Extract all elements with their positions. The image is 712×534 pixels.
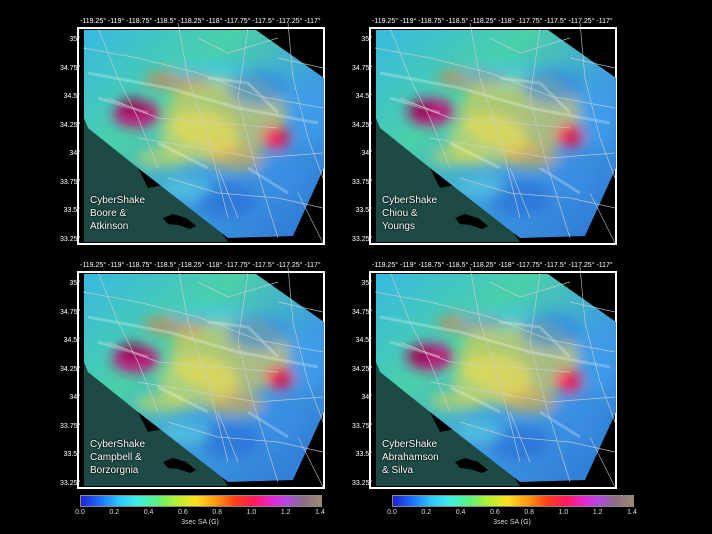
colorbar-tick-label: 0.4 — [143, 509, 154, 516]
colorbar-tick-label: 1.0 — [246, 509, 257, 516]
ocean — [84, 362, 228, 486]
roads — [82, 266, 324, 488]
colorbar-title: 3sec SA (G) — [181, 519, 219, 526]
caption-line: CyberShake — [382, 195, 438, 206]
longitude-labels: -119.25° -119° -118.75° -118.5° -118.25°… — [80, 262, 321, 269]
colorbar-ticks: 0.0 0.2 0.4 0.6 0.8 1.0 1.2 1.4 — [75, 507, 325, 517]
latitude-label: 34° — [361, 394, 372, 401]
latitude-label: 33.25° — [60, 479, 81, 487]
ocean — [84, 118, 228, 242]
caption-line: Boore & — [90, 208, 127, 219]
shakemap — [77, 22, 325, 245]
roads — [82, 22, 324, 244]
latitude-label: 33.5° — [355, 451, 372, 458]
colorbar-tick-label: 1.0 — [558, 509, 569, 516]
colorbar-gradient — [80, 495, 322, 507]
latitude-label: 34.25° — [60, 365, 81, 373]
colorbar-tick-label: 0.4 — [455, 509, 466, 516]
latitude-label: 34° — [69, 394, 80, 401]
latitude-label: 33.75° — [352, 422, 373, 430]
colorbar-tick-label: 1.4 — [627, 509, 637, 516]
caption-line: & Silva — [382, 465, 414, 476]
caption-line: Abrahamson — [382, 452, 439, 463]
colorbar-tick-label: 1.4 — [315, 509, 325, 516]
latitude-label: 33.5° — [63, 207, 80, 214]
map-panel: -119.25° -119° -118.75° -118.5° -118.25°… — [352, 262, 620, 492]
island — [455, 214, 488, 229]
longitude-labels: -119.25° -119° -118.75° -118.5° -118.25°… — [80, 18, 321, 25]
latitude-label: 34.5° — [355, 337, 372, 344]
caption-line: Youngs — [382, 221, 415, 232]
latitude-label: 35° — [69, 280, 80, 287]
roads — [374, 22, 616, 244]
shakemap — [77, 266, 325, 489]
latitude-label: 35° — [361, 36, 372, 43]
caption-line: CyberShake — [382, 439, 438, 450]
colorbar-tick-label: 0.8 — [212, 509, 223, 516]
latitude-label: 34.75° — [352, 308, 373, 316]
latitude-label: 34.75° — [60, 308, 81, 316]
caption-line: Atkinson — [90, 221, 129, 232]
colorbar-tick-label: 0.2 — [421, 509, 432, 516]
latitude-label: 33.5° — [355, 207, 372, 214]
map-panel: -119.25° -119° -118.75° -118.5° -118.25°… — [352, 18, 620, 248]
model-caption: CyberShake Campbell & Borzorgnia — [90, 438, 145, 477]
island — [163, 214, 196, 229]
map-panel: -119.25° -119° -118.75° -118.5° -118.25°… — [60, 262, 328, 492]
island — [455, 458, 488, 473]
colorbar-left: 0.0 0.2 0.4 0.6 0.8 1.0 1.2 1.4 3sec SA (G) — [75, 495, 325, 526]
caption-line: Chiou & — [382, 208, 418, 219]
colorbar-gradient — [392, 495, 634, 507]
roads — [374, 266, 616, 488]
latitude-label: 35° — [361, 280, 372, 287]
colorbar-tick-label: 0.6 — [489, 509, 500, 516]
latitude-label: 34.5° — [63, 93, 80, 100]
latitude-label: 33.25° — [60, 235, 81, 243]
latitude-label: 34.25° — [352, 121, 373, 129]
latitude-label: 34.5° — [355, 93, 372, 100]
caption-line: Borzorgnia — [90, 465, 139, 476]
colorbar-tick-label: 0.0 — [387, 509, 397, 516]
colorbar-tick-label: 1.2 — [280, 509, 291, 516]
model-caption: CyberShake Boore & Atkinson — [90, 194, 145, 233]
colorbar-title: 3sec SA (G) — [493, 519, 531, 526]
colorbar-ticks: 0.0 0.2 0.4 0.6 0.8 1.0 1.2 1.4 — [387, 507, 637, 517]
ocean — [376, 118, 520, 242]
latitude-label: 34.25° — [352, 365, 373, 373]
latitude-label: 34.5° — [63, 337, 80, 344]
model-caption: CyberShake Chiou & Youngs — [382, 194, 437, 233]
caption-line: CyberShake — [90, 195, 146, 206]
colorbar-tick-label: 0.0 — [75, 509, 85, 516]
island — [163, 458, 196, 473]
shakemap — [369, 22, 617, 245]
latitude-label: 33.75° — [352, 178, 373, 186]
latitude-label: 34.25° — [60, 121, 81, 129]
latitude-label: 34.75° — [352, 64, 373, 72]
colorbar-tick-label: 0.6 — [177, 509, 188, 516]
latitude-label: 34.75° — [60, 64, 81, 72]
latitude-label: 33.25° — [352, 479, 373, 487]
latitude-label: 34° — [361, 150, 372, 157]
caption-line: CyberShake — [90, 439, 146, 450]
colorbar-tick-label: 1.2 — [592, 509, 603, 516]
colorbar-right: 0.0 0.2 0.4 0.6 0.8 1.0 1.2 1.4 3sec SA (G) — [387, 495, 637, 526]
longitude-labels: -119.25° -119° -118.75° -118.5° -118.25°… — [372, 262, 613, 269]
latitude-label: 33.25° — [352, 235, 373, 243]
model-caption: CyberShake Abrahamson & Silva — [382, 438, 439, 477]
longitude-labels: -119.25° -119° -118.75° -118.5° -118.25°… — [372, 18, 613, 25]
latitude-label: 34° — [69, 150, 80, 157]
ocean — [376, 362, 520, 486]
latitude-label: 35° — [69, 36, 80, 43]
colorbar-tick-label: 0.8 — [524, 509, 535, 516]
colorbar-tick-label: 0.2 — [109, 509, 120, 516]
latitude-label: 33.5° — [63, 451, 80, 458]
map-panel: -119.25° -119° -118.75° -118.5° -118.25°… — [60, 18, 328, 248]
latitude-label: 33.75° — [60, 422, 81, 430]
latitude-label: 33.75° — [60, 178, 81, 186]
shakemap — [369, 266, 617, 489]
caption-line: Campbell & — [90, 452, 142, 463]
